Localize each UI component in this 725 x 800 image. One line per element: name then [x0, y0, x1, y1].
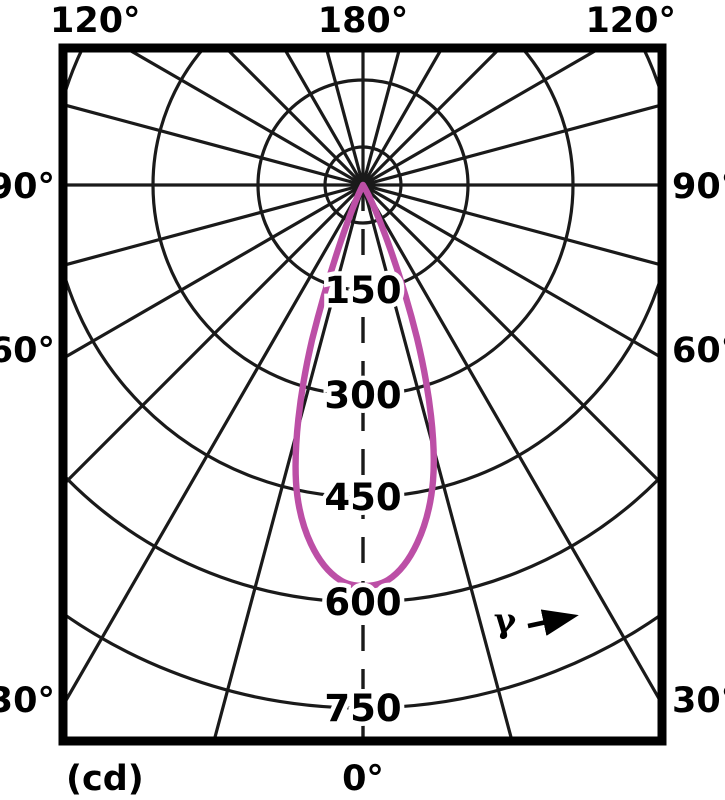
- gamma-direction-arrow-icon: [527, 609, 579, 636]
- radial-tick-labels: 150 300 450 600 750: [320, 265, 406, 735]
- plot-frame: [58, 43, 667, 746]
- spoke-120-right: [362, 48, 604, 187]
- spoke-135-right: [361, 48, 503, 187]
- spoke-150-left: [282, 48, 365, 186]
- spoke-75-right: [362, 183, 662, 267]
- spoke-105-left: [63, 102, 364, 187]
- spoke-60-left: [63, 183, 364, 361]
- angle-label-bottom-0: 0°: [342, 759, 384, 799]
- angle-label-left-30: 30°: [0, 681, 55, 721]
- angle-label-right-30: 30°: [672, 681, 725, 721]
- gamma-symbol-label: γ: [494, 601, 517, 641]
- spoke-135-left: [223, 48, 365, 187]
- spoke-30-right: [361, 184, 662, 707]
- radial-label-150: 150: [324, 269, 401, 312]
- radial-label-750: 750: [324, 687, 401, 730]
- spoke-120-left: [122, 48, 364, 187]
- spoke-60-right: [362, 183, 662, 360]
- angle-label-left-60: 60°: [0, 331, 55, 371]
- angle-label-right-90: 90°: [672, 167, 725, 207]
- spoke-75-left: [63, 183, 364, 268]
- gamma-annotation: γ: [494, 601, 579, 641]
- radial-label-450: 450: [324, 476, 401, 519]
- spoke-150-right: [361, 48, 444, 186]
- spoke-165-right: [361, 48, 402, 186]
- angle-label-top-left-120: 120°: [50, 1, 141, 41]
- angle-label-right-60: 60°: [672, 331, 725, 371]
- radial-label-300: 300: [324, 374, 401, 417]
- spoke-165-left: [324, 48, 365, 186]
- angle-label-top-right-120: 120°: [585, 1, 676, 41]
- spoke-45-right: [361, 183, 662, 487]
- spoke-15-left: [212, 184, 365, 741]
- spoke-30-left: [63, 184, 365, 709]
- unit-label-cd: (cd): [66, 759, 144, 799]
- angle-label-top-center-180: 180°: [318, 1, 409, 41]
- spoke-15-right: [361, 184, 514, 741]
- spoke-45-left: [63, 183, 365, 488]
- angle-label-left-90: 90°: [0, 167, 55, 207]
- radial-label-600: 600: [324, 581, 401, 624]
- spoke-105-right: [362, 103, 662, 187]
- ring-750: [63, 611, 662, 710]
- luminous-intensity-curve: [292, 181, 437, 590]
